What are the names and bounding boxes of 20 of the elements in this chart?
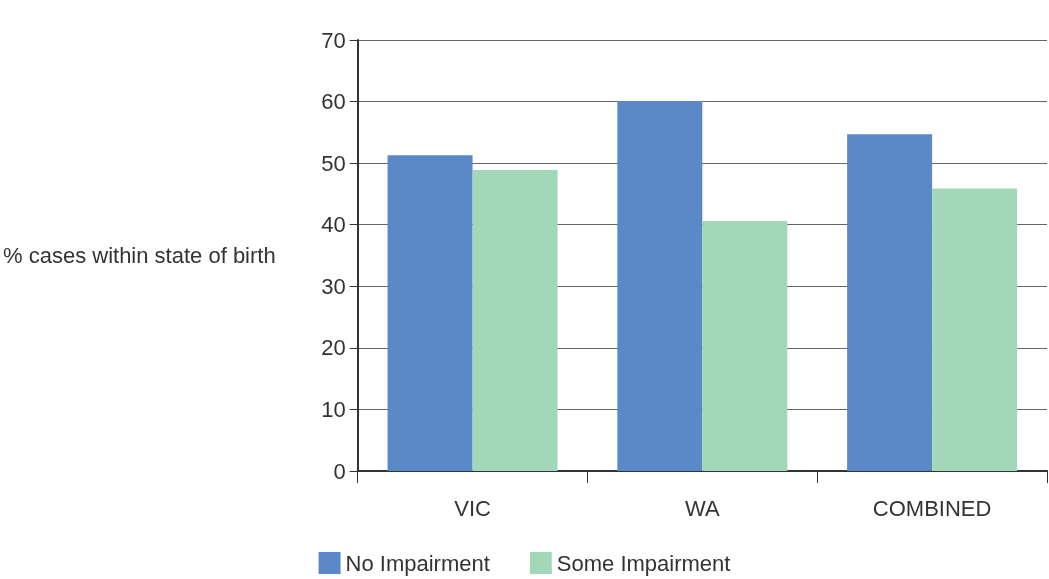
y-tick-label: 60	[321, 89, 346, 115]
bar	[702, 221, 788, 471]
y-tick-label: 0	[333, 458, 346, 484]
x-tick-label: WA	[685, 495, 720, 521]
bar	[847, 134, 933, 471]
bar	[472, 169, 558, 471]
bar	[387, 155, 473, 471]
legend-label: No Impairment	[345, 550, 490, 576]
bar	[617, 100, 703, 471]
legend-label: Some Impairment	[556, 550, 731, 576]
x-tick-label: VIC	[454, 495, 492, 521]
bar	[932, 188, 1018, 471]
y-axis-title: % cases within state of birth	[2, 243, 276, 268]
y-tick-label: 40	[321, 212, 346, 238]
x-tick-label: COMBINED	[872, 495, 992, 521]
y-tick-label: 20	[321, 335, 346, 361]
y-tick-label: 30	[321, 273, 346, 299]
y-tick-label: 50	[321, 150, 346, 176]
y-tick-label: 70	[321, 27, 346, 53]
y-tick-label: 10	[321, 396, 346, 422]
